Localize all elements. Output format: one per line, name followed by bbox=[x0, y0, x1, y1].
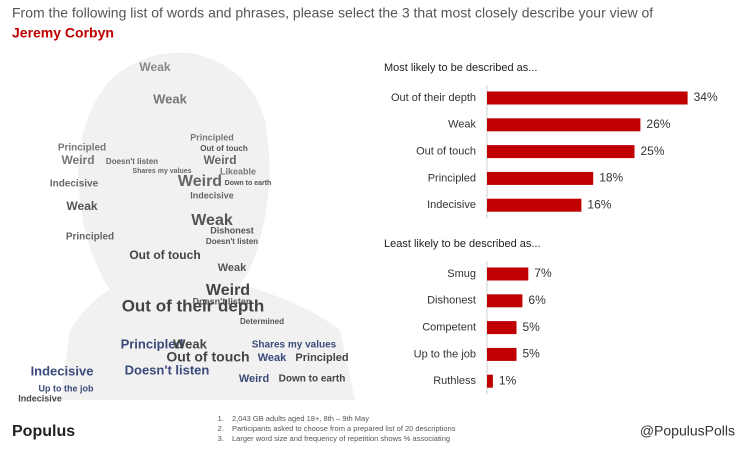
cloud-word: Weak bbox=[153, 91, 187, 106]
value-label: 34% bbox=[694, 90, 718, 104]
value-label: 25% bbox=[641, 144, 665, 158]
bar bbox=[487, 294, 523, 308]
cloud-word: Out of their depth bbox=[122, 296, 265, 315]
cloud-word: Principled bbox=[295, 352, 348, 364]
chart-title: Most likely to be described as... bbox=[384, 62, 537, 74]
value-label: 7% bbox=[534, 266, 552, 280]
cloud-word: Doesn't listen bbox=[106, 157, 158, 166]
cloud-word: Shares my values bbox=[132, 168, 191, 175]
cloud-word: Weak bbox=[258, 352, 287, 364]
cloud-word: Dishonest bbox=[210, 225, 254, 235]
cloud-word: Doesn't listen bbox=[206, 237, 258, 246]
category-label: Indecisive bbox=[427, 199, 476, 211]
cloud-word: Determined bbox=[240, 317, 284, 326]
cloud-word: Weird bbox=[61, 153, 94, 167]
cloud-word: Out of touch bbox=[166, 349, 249, 365]
category-label: Ruthless bbox=[433, 375, 476, 387]
category-label: Principled bbox=[428, 172, 476, 184]
cloud-word: Principled bbox=[58, 143, 106, 154]
cloud-word: Principled bbox=[121, 336, 184, 351]
cloud-word: Weak bbox=[218, 262, 247, 274]
cloud-word: Weird bbox=[206, 282, 250, 299]
category-label: Up to the job bbox=[414, 348, 476, 360]
cloud-word: Weird bbox=[203, 153, 236, 167]
cloud-word: Weak bbox=[191, 212, 233, 229]
bar bbox=[487, 347, 517, 361]
cloud-word: Shares my values bbox=[252, 340, 337, 351]
cloud-word: Doesn't listen bbox=[193, 296, 252, 306]
cloud-word: Out of touch bbox=[200, 144, 248, 153]
category-label: Weak bbox=[448, 119, 476, 131]
bar bbox=[487, 267, 529, 281]
cloud-word: Weak bbox=[139, 60, 170, 74]
category-label: Out of their depth bbox=[391, 92, 476, 104]
bar bbox=[487, 171, 594, 185]
handle: @PopulusPolls bbox=[640, 423, 735, 439]
value-label: 1% bbox=[499, 373, 517, 387]
cloud-word: Down to earth bbox=[225, 180, 272, 187]
value-label: 6% bbox=[528, 293, 546, 307]
notes: 2,043 GB adults aged 18+, 8th – 9th MayP… bbox=[206, 414, 455, 444]
title: From the following list of words and phr… bbox=[12, 5, 653, 21]
category-label: Competent bbox=[422, 322, 476, 334]
portrait-silhouette bbox=[60, 52, 355, 401]
cloud-word: Weird bbox=[239, 373, 269, 385]
cloud-word: Principled bbox=[190, 132, 234, 142]
value-label: 16% bbox=[587, 197, 611, 211]
category-label: Dishonest bbox=[427, 295, 476, 307]
cloud-word: Principled bbox=[66, 232, 114, 243]
brand: Populus bbox=[12, 423, 75, 440]
value-label: 5% bbox=[523, 320, 541, 334]
value-label: 18% bbox=[599, 171, 623, 185]
bar bbox=[487, 118, 641, 132]
cloud-word: Weak bbox=[173, 336, 207, 351]
cloud-word: Out of touch bbox=[129, 248, 200, 262]
cloud-word: Down to earth bbox=[279, 374, 346, 385]
cloud-word: Indecisive bbox=[18, 393, 62, 403]
bar bbox=[487, 321, 517, 335]
cloud-word: Indecisive bbox=[190, 190, 234, 200]
cloud-word: Weak bbox=[66, 199, 97, 213]
bar bbox=[487, 145, 635, 159]
bar bbox=[487, 374, 493, 388]
bar bbox=[487, 198, 582, 212]
bar bbox=[487, 91, 688, 105]
cloud-word: Doesn't listen bbox=[125, 362, 210, 377]
cloud-word: Likeable bbox=[220, 166, 256, 176]
note: Participants asked to choose from a prep… bbox=[226, 424, 455, 434]
cloud-word: Up to the job bbox=[39, 383, 94, 393]
cloud-word: Indecisive bbox=[50, 179, 99, 190]
category-label: Out of touch bbox=[416, 146, 476, 158]
value-label: 26% bbox=[646, 117, 670, 131]
cloud-word: Weird bbox=[178, 173, 222, 190]
value-label: 5% bbox=[523, 347, 541, 361]
note: 2,043 GB adults aged 18+, 8th – 9th May bbox=[226, 414, 455, 424]
subject: Jeremy Corbyn bbox=[12, 25, 114, 41]
category-label: Smug bbox=[447, 268, 476, 280]
note: Larger word size and frequency of repeti… bbox=[226, 434, 455, 444]
cloud-word: Indecisive bbox=[31, 363, 94, 378]
chart-title: Least likely to be described as... bbox=[384, 238, 541, 250]
